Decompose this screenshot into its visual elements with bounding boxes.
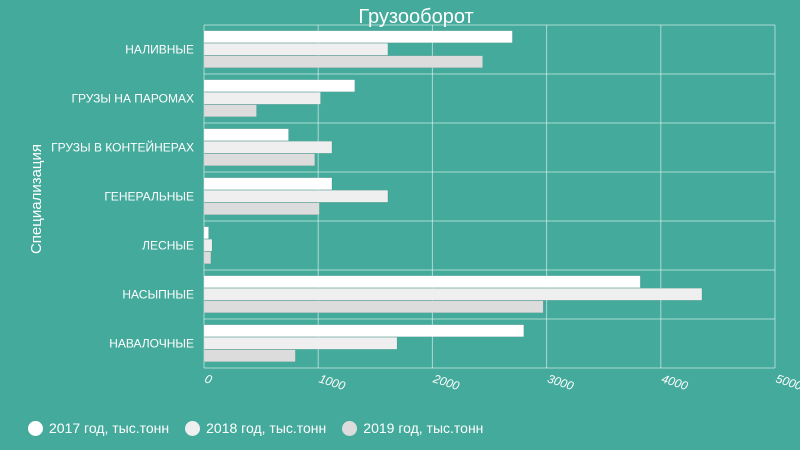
bar [203, 153, 316, 166]
bar [203, 226, 209, 239]
bar [203, 275, 641, 288]
legend-label: 2018 год, тыс.тонн [206, 420, 327, 436]
bar [203, 239, 213, 252]
x-tick-label: 5000 [774, 372, 800, 394]
x-tick-label: 1000 [317, 372, 347, 394]
category-label: НАВАЛОЧНЫЕ [109, 337, 194, 351]
bar [203, 30, 513, 43]
legend-item[interactable]: 2017 год, тыс.тонн [28, 420, 169, 436]
bar [203, 177, 333, 190]
legend-label: 2017 год, тыс.тонн [49, 420, 170, 436]
bar [203, 55, 483, 68]
bar [203, 43, 389, 56]
bar [203, 300, 544, 313]
legend-label: 2019 год, тыс.тонн [363, 420, 484, 436]
legend-swatch [342, 420, 358, 436]
bar [203, 324, 525, 337]
gridlines [203, 24, 776, 369]
bar [203, 128, 289, 141]
y-axis-title: Специализация [28, 144, 45, 254]
x-tick-labels: 0 1000 2000 3000 4000 5000 [203, 371, 800, 393]
category-label: ГРУЗЫ НА ПАРОМАХ [71, 92, 194, 106]
legend: 2017 год, тыс.тонн 2018 год, тыс.тонн 2019… [28, 420, 483, 436]
chart-title: Грузооборот [358, 6, 473, 28]
bar [203, 288, 703, 301]
category-labels: НАЛИВНЫЕ ГРУЗЫ НА ПАРОМАХ ГРУЗЫ В КОНТЕЙНЕ… [51, 43, 194, 351]
legend-item[interactable]: 2019 год, тыс.тонн [342, 420, 483, 436]
category-label: НАЛИВНЫЕ [125, 43, 194, 57]
bar [203, 251, 212, 264]
bar [203, 79, 355, 92]
x-tick-label: 0 [203, 372, 214, 387]
x-tick-label: 3000 [546, 372, 576, 394]
bar [203, 190, 389, 203]
category-label: ГЕНЕРАЛЬНЫЕ [104, 190, 194, 204]
category-label: ЛЕСНЫЕ [142, 239, 194, 253]
bar [203, 92, 321, 105]
x-tick-label: 4000 [660, 372, 690, 394]
legend-swatch [185, 420, 201, 436]
bar [203, 104, 257, 117]
bar [203, 349, 296, 362]
category-label: НАСЫПНЫЕ [122, 288, 194, 302]
bar [203, 141, 333, 154]
category-label: ГРУЗЫ В КОНТЕЙНЕРАХ [51, 140, 194, 155]
bars [203, 30, 703, 362]
legend-item[interactable]: 2018 год, тыс.тонн [185, 420, 326, 436]
x-tick-label: 2000 [431, 371, 462, 393]
bar [203, 202, 320, 215]
legend-swatch [28, 420, 43, 436]
bar [203, 337, 398, 350]
